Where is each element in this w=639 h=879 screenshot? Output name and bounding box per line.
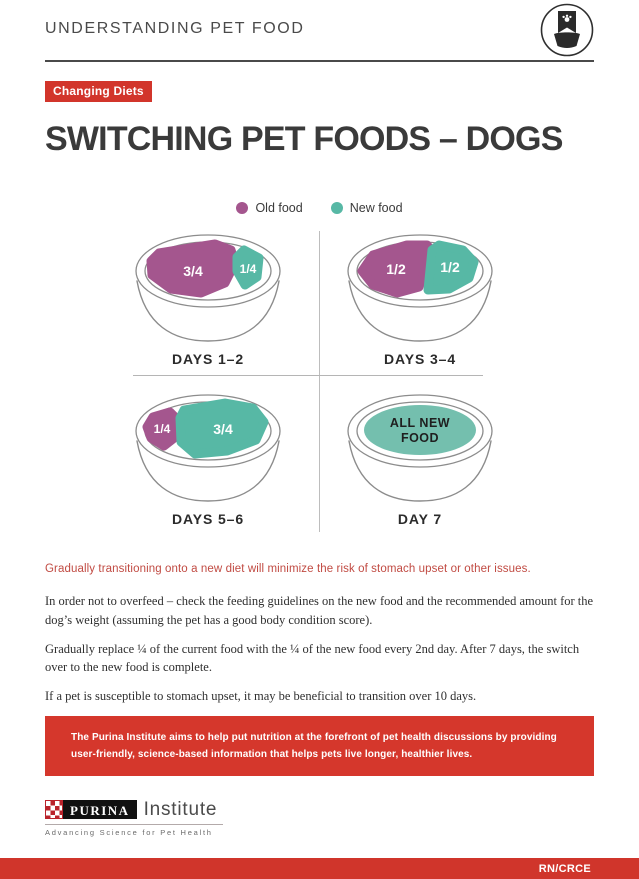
- new-food-fraction-label: 3/4: [213, 421, 233, 437]
- legend: Old food New food: [0, 201, 639, 215]
- footer-bar: RN/CRCE: [0, 858, 639, 879]
- new-food-fraction-label: 1/4: [240, 262, 257, 276]
- legend-new-label: New food: [349, 201, 403, 215]
- old-food-fraction-label: 1/4: [154, 422, 171, 436]
- old-food-fraction-label: 1/2: [386, 261, 406, 277]
- bowl-diagram-day-7: ALL NEW FOOD: [347, 394, 493, 502]
- vertical-divider: [319, 231, 320, 532]
- logo-tagline: Advancing Science for Pet Health: [45, 828, 213, 837]
- bowl-diagram-days-3-4: 1/2 1/2: [347, 234, 493, 342]
- body-text: In order not to overfeed – check the fee…: [45, 592, 597, 716]
- page-title: SWITCHING PET FOODS – DOGS: [45, 120, 563, 158]
- logo-divider: [45, 824, 223, 825]
- purina-wordmark: PURINA: [63, 800, 137, 819]
- purina-institute-logo: PURINA Institute: [45, 798, 218, 820]
- page-header-title: UNDERSTANDING PET FOOD: [45, 20, 305, 37]
- old-food-portion: [142, 407, 181, 451]
- paragraph-overfeed: In order not to overfeed – check the fee…: [45, 594, 594, 627]
- header-divider: [45, 60, 594, 62]
- section-badge: Changing Diets: [45, 81, 152, 102]
- purina-checkerboard-icon: [45, 800, 63, 819]
- new-food-fraction-label: 1/2: [440, 259, 460, 275]
- old-food-portion: [146, 239, 240, 298]
- old-food-portion: [357, 240, 437, 298]
- bowl-diagram-days-1-2: 3/4 1/4: [135, 234, 281, 342]
- bowl-diagram-days-5-6: 1/4 3/4: [135, 394, 281, 502]
- legend-old-label: Old food: [255, 201, 303, 215]
- new-food-swatch-icon: [330, 202, 343, 214]
- paragraph-replace-quarter: Gradually replace ¼ of the current food …: [45, 641, 580, 675]
- old-food-swatch-icon: [236, 202, 249, 214]
- new-food-portion: [423, 240, 479, 295]
- bowl-label-days-5-6: DAYS 5–6: [171, 511, 245, 527]
- pet-food-bag-and-bowl-icon: [540, 3, 594, 57]
- paragraph-stomach-upset: If a pet is susceptible to stomach upset…: [45, 689, 477, 703]
- bowl-label-day-7: DAY 7: [397, 511, 443, 527]
- legend-item-new-food: New food: [330, 201, 403, 215]
- new-food-portion: [364, 405, 476, 455]
- all-new-food-label-line1: ALL NEW: [390, 416, 450, 430]
- purina-institute-callout: The Purina Institute aims to help put nu…: [45, 716, 594, 776]
- document-code: RN/CRCE: [538, 862, 591, 875]
- intro-sentence: Gradually transitioning onto a new diet …: [45, 563, 531, 575]
- old-food-fraction-label: 3/4: [183, 263, 203, 279]
- new-food-portion: [175, 398, 269, 459]
- bowl-label-days-1-2: DAYS 1–2: [171, 351, 245, 367]
- horizontal-divider: [133, 375, 483, 376]
- legend-item-old-food: Old food: [236, 201, 303, 215]
- new-food-portion: [232, 245, 264, 290]
- institute-wordmark: Institute: [143, 798, 218, 820]
- all-new-food-label-line2: FOOD: [401, 431, 439, 445]
- bowl-label-days-3-4: DAYS 3–4: [383, 351, 457, 367]
